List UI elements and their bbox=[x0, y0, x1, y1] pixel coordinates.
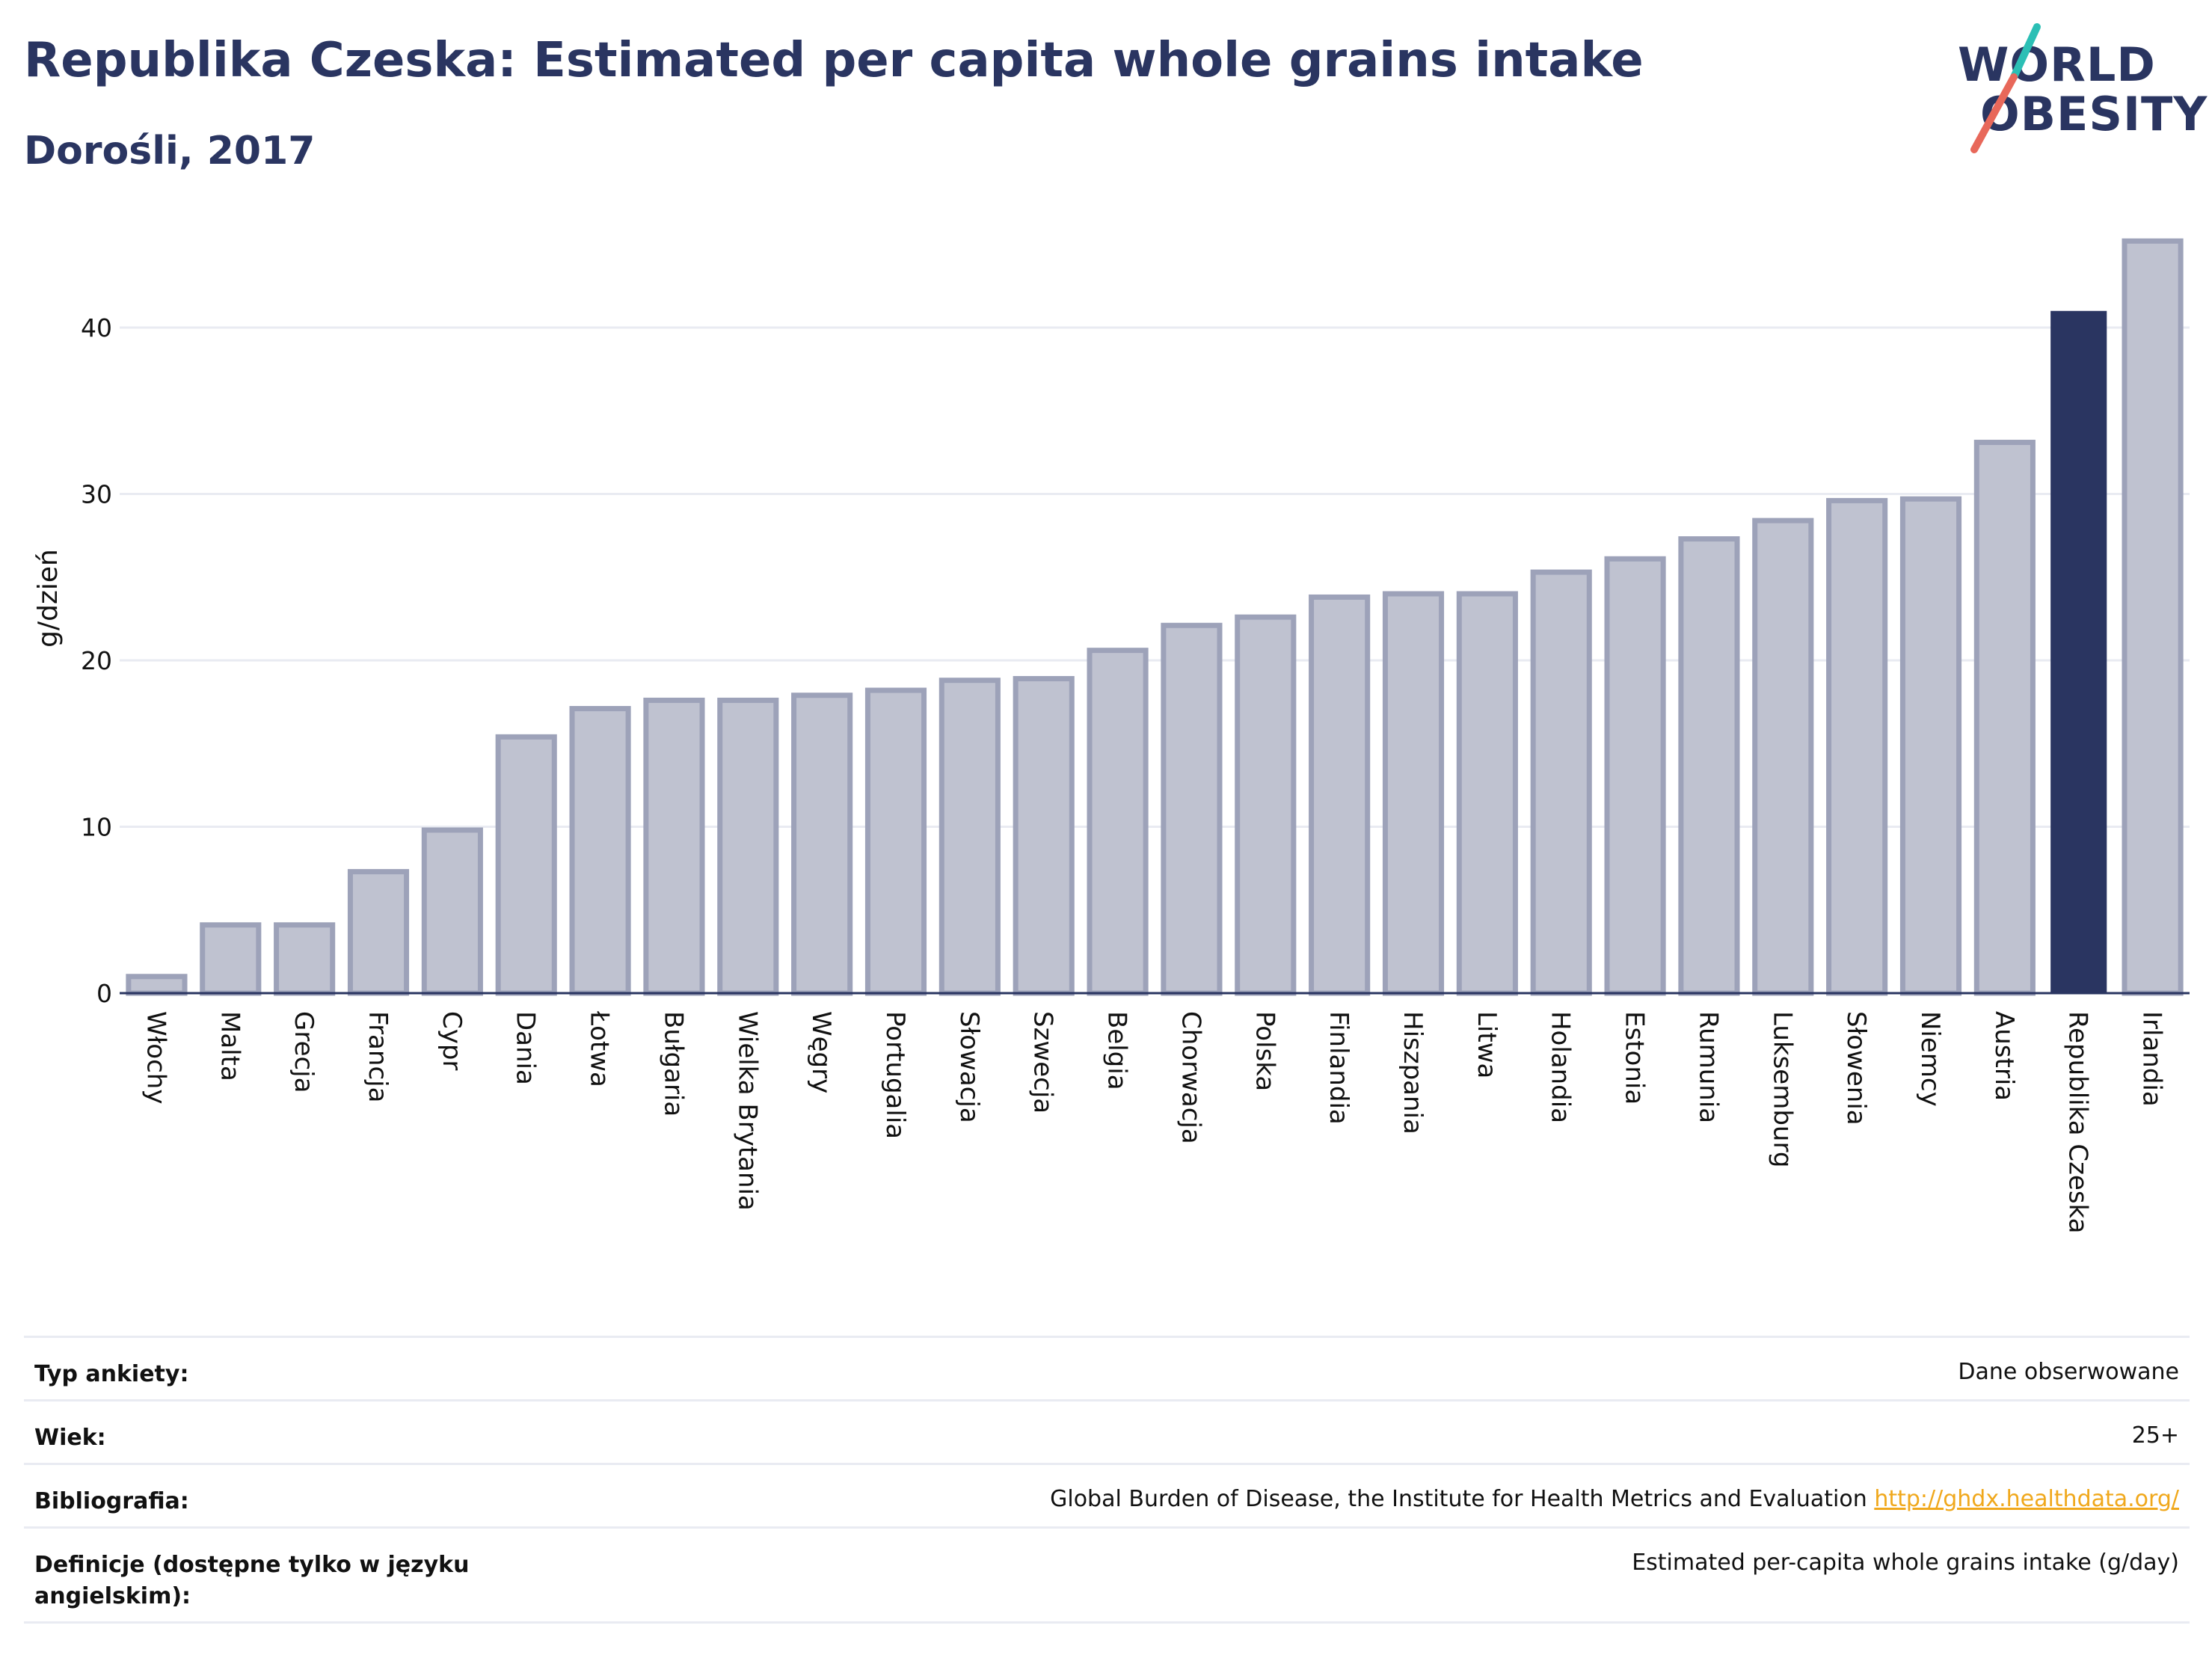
x-tick-label: Dania bbox=[511, 1011, 541, 1085]
bar-24 bbox=[1899, 496, 1962, 996]
info-label: Bibliografia: bbox=[34, 1488, 189, 1514]
bibliography-link[interactable]: http://ghdx.healthdata.org/ bbox=[1874, 1486, 2179, 1512]
x-tick-label: Malta bbox=[215, 1011, 245, 1081]
world-obesity-logo: WORLD OBESITY bbox=[1944, 21, 2207, 156]
x-tick-label: Finlandia bbox=[1324, 1011, 1354, 1125]
x-tick-label: Francja bbox=[363, 1011, 393, 1102]
x-tick-label: Republika Czeska bbox=[2063, 1011, 2093, 1234]
bibliography-text: Global Burden of Disease, the Institute … bbox=[1050, 1486, 1867, 1512]
y-tick-label: 30 bbox=[81, 480, 112, 509]
info-table: Typ ankiety: Dane obserwowane Wiek: 25+ … bbox=[24, 1336, 2190, 1624]
x-tick-label: Łotwa bbox=[585, 1010, 615, 1087]
info-row-survey-type: Typ ankiety: Dane obserwowane bbox=[24, 1336, 2190, 1399]
x-tick-label: Szwecja bbox=[1028, 1011, 1058, 1114]
bar-16 bbox=[1309, 594, 1371, 996]
info-label: Typ ankiety: bbox=[34, 1361, 189, 1387]
x-tick-label: Irlandia bbox=[2137, 1011, 2167, 1107]
bar-27 bbox=[2122, 238, 2184, 996]
x-tick-label: Hiszpania bbox=[1398, 1011, 1428, 1134]
x-tick-label: Estonia bbox=[1620, 1011, 1650, 1105]
bar-21 bbox=[1678, 536, 1740, 996]
logo-line-2: OBESITY bbox=[1980, 87, 2208, 141]
x-tick-label: Włochy bbox=[141, 1011, 170, 1104]
chart-title: Republika Czeska: Estimated per capita w… bbox=[24, 33, 1644, 88]
bar-3 bbox=[347, 869, 410, 996]
bar-12 bbox=[1013, 675, 1075, 996]
x-axis-labels: Włochy Malta Grecja Francja Cypr Dania Łotwa Bu… bbox=[141, 1010, 2166, 1234]
bar-20 bbox=[1604, 556, 1666, 996]
info-label: Definicje (dostępne tylko w języku angie… bbox=[34, 1552, 470, 1609]
x-tick-label: Luksemburg bbox=[1767, 1011, 1797, 1167]
y-tick-label: 20 bbox=[81, 646, 112, 675]
info-row-age: Wiek: 25+ bbox=[24, 1399, 2190, 1463]
x-tick-label: Chorwacja bbox=[1176, 1011, 1205, 1144]
x-tick-label: Holandia bbox=[1546, 1011, 1576, 1123]
y-tick-label: 40 bbox=[81, 313, 112, 343]
info-value: 25+ bbox=[2131, 1422, 2179, 1449]
bar-0 bbox=[126, 974, 188, 996]
logo-line-1: WORLD bbox=[1958, 37, 2156, 92]
x-tick-label: Litwa bbox=[1472, 1011, 1502, 1078]
info-row-definitions: Definicje (dostępne tylko w języku angie… bbox=[24, 1526, 2190, 1624]
x-tick-label: Niemcy bbox=[1915, 1011, 1945, 1107]
x-tick-label: Słowenia bbox=[1841, 1011, 1871, 1126]
info-value: Dane obserwowane bbox=[1958, 1359, 2179, 1385]
y-tick-label: 0 bbox=[96, 979, 112, 1008]
x-tick-label: Cypr bbox=[437, 1011, 467, 1070]
y-axis-ticks: 0 10 20 30 40 bbox=[81, 313, 112, 1008]
info-value: Global Burden of Disease, the Institute … bbox=[1050, 1486, 2179, 1512]
x-tick-label: Rumunia bbox=[1693, 1011, 1723, 1123]
x-tick-label: Polska bbox=[1250, 1011, 1279, 1091]
x-tick-label: Wielka Brytania bbox=[732, 1011, 762, 1211]
bar-23 bbox=[1826, 497, 1888, 996]
info-row-bibliography: Bibliografia: Global Burden of Disease, … bbox=[24, 1463, 2190, 1526]
bar-6 bbox=[569, 706, 631, 996]
bar-17 bbox=[1382, 591, 1445, 996]
bar-14 bbox=[1161, 622, 1223, 996]
info-label: Wiek: bbox=[34, 1425, 106, 1451]
bar-4 bbox=[421, 827, 483, 996]
bar-7 bbox=[643, 697, 705, 996]
bars bbox=[126, 238, 2184, 996]
y-axis-label: g/dzień bbox=[33, 549, 64, 648]
logo-slash-icon bbox=[1970, 23, 2041, 153]
bar-11 bbox=[938, 678, 1001, 996]
bar-chart: 0 10 20 30 40 Włochy Malta Grecja Francja Cypr Da… bbox=[33, 238, 2190, 1234]
x-tick-label: Grecja bbox=[289, 1011, 319, 1093]
bar-19 bbox=[1530, 569, 1592, 996]
x-tick-label: Słowacja bbox=[954, 1011, 984, 1123]
bar-10 bbox=[864, 687, 927, 996]
bar-13 bbox=[1087, 648, 1149, 996]
chart-subtitle: Dorośli, 2017 bbox=[24, 129, 316, 174]
bar-2 bbox=[274, 922, 336, 996]
bar-9 bbox=[791, 693, 853, 996]
bar-26 bbox=[2050, 310, 2107, 993]
x-tick-label: Bułgaria bbox=[658, 1011, 688, 1117]
x-tick-label: Węgry bbox=[806, 1011, 836, 1093]
bar-25 bbox=[1973, 440, 2036, 996]
x-tick-label: Austria bbox=[1989, 1011, 2019, 1101]
bar-1 bbox=[200, 922, 262, 996]
bar-5 bbox=[495, 734, 557, 996]
x-tick-label: Belgia bbox=[1102, 1011, 1132, 1090]
y-tick-label: 10 bbox=[81, 813, 112, 842]
x-tick-label: Portugalia bbox=[880, 1011, 910, 1139]
info-value: Estimated per-capita whole grains intake… bbox=[1632, 1550, 2179, 1576]
bar-18 bbox=[1456, 591, 1518, 996]
bar-15 bbox=[1235, 614, 1297, 996]
bar-8 bbox=[717, 697, 779, 996]
bar-22 bbox=[1752, 518, 1814, 996]
